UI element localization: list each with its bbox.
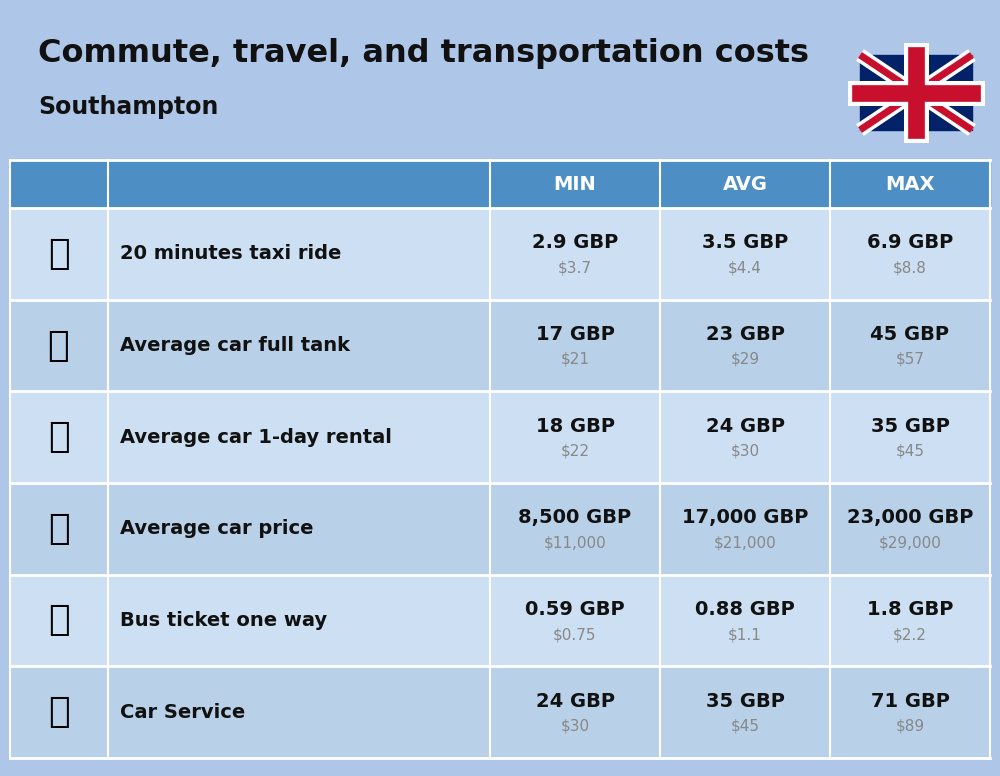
Bar bbox=[10, 483, 990, 575]
Text: 8,500 GBP: 8,500 GBP bbox=[518, 508, 632, 528]
Text: 35 GBP: 35 GBP bbox=[871, 417, 949, 435]
Text: 20 minutes taxi ride: 20 minutes taxi ride bbox=[120, 244, 341, 263]
Text: $45: $45 bbox=[730, 719, 760, 733]
Text: $11,000: $11,000 bbox=[544, 535, 606, 550]
Text: 🚌: 🚌 bbox=[48, 604, 70, 638]
Text: $22: $22 bbox=[560, 444, 590, 459]
Text: 🚕: 🚕 bbox=[48, 237, 70, 271]
Text: $2.2: $2.2 bbox=[893, 627, 927, 642]
Bar bbox=[10, 575, 990, 667]
Text: Average car 1-day rental: Average car 1-day rental bbox=[120, 428, 392, 447]
Text: $29,000: $29,000 bbox=[879, 535, 941, 550]
Text: $30: $30 bbox=[560, 719, 590, 733]
Text: 0.88 GBP: 0.88 GBP bbox=[695, 600, 795, 619]
Bar bbox=[860, 55, 972, 130]
Text: MIN: MIN bbox=[554, 175, 596, 193]
Text: 3.5 GBP: 3.5 GBP bbox=[702, 234, 788, 252]
Text: 🔧: 🔧 bbox=[48, 695, 70, 729]
Text: $30: $30 bbox=[730, 444, 760, 459]
Text: ⛽️: ⛽️ bbox=[48, 328, 70, 362]
Text: 🚙: 🚙 bbox=[48, 420, 70, 454]
Text: $3.7: $3.7 bbox=[558, 260, 592, 275]
Text: $45: $45 bbox=[896, 444, 924, 459]
Text: Southampton: Southampton bbox=[38, 95, 218, 119]
Text: Car Service: Car Service bbox=[120, 702, 245, 722]
Text: $8.8: $8.8 bbox=[893, 260, 927, 275]
Bar bbox=[10, 160, 990, 208]
Text: Average car price: Average car price bbox=[120, 519, 314, 539]
Text: $21: $21 bbox=[560, 352, 590, 367]
Text: 45 GBP: 45 GBP bbox=[870, 325, 950, 344]
Text: 23,000 GBP: 23,000 GBP bbox=[847, 508, 973, 528]
Text: 17,000 GBP: 17,000 GBP bbox=[682, 508, 808, 528]
Text: 18 GBP: 18 GBP bbox=[536, 417, 614, 435]
Text: $4.4: $4.4 bbox=[728, 260, 762, 275]
Bar bbox=[10, 391, 990, 483]
Text: Bus ticket one way: Bus ticket one way bbox=[120, 611, 327, 630]
Text: Commute, travel, and transportation costs: Commute, travel, and transportation cost… bbox=[38, 38, 809, 69]
Text: 17 GBP: 17 GBP bbox=[536, 325, 614, 344]
Text: 6.9 GBP: 6.9 GBP bbox=[867, 234, 953, 252]
Text: $29: $29 bbox=[730, 352, 760, 367]
Text: Average car full tank: Average car full tank bbox=[120, 336, 350, 355]
Text: 24 GBP: 24 GBP bbox=[536, 691, 614, 711]
Text: $89: $89 bbox=[895, 719, 925, 733]
Text: $21,000: $21,000 bbox=[714, 535, 776, 550]
Text: $57: $57 bbox=[896, 352, 924, 367]
Text: 24 GBP: 24 GBP bbox=[706, 417, 784, 435]
Text: $1.1: $1.1 bbox=[728, 627, 762, 642]
Text: $0.75: $0.75 bbox=[553, 627, 597, 642]
Text: 2.9 GBP: 2.9 GBP bbox=[532, 234, 618, 252]
Bar bbox=[10, 300, 990, 391]
Text: 71 GBP: 71 GBP bbox=[871, 691, 949, 711]
Text: AVG: AVG bbox=[722, 175, 768, 193]
Text: 23 GBP: 23 GBP bbox=[706, 325, 784, 344]
Bar bbox=[10, 208, 990, 300]
Bar bbox=[10, 667, 990, 758]
Text: 🚗: 🚗 bbox=[48, 512, 70, 546]
Text: MAX: MAX bbox=[885, 175, 935, 193]
Text: 0.59 GBP: 0.59 GBP bbox=[525, 600, 625, 619]
Text: 35 GBP: 35 GBP bbox=[706, 691, 784, 711]
Text: 1.8 GBP: 1.8 GBP bbox=[867, 600, 953, 619]
